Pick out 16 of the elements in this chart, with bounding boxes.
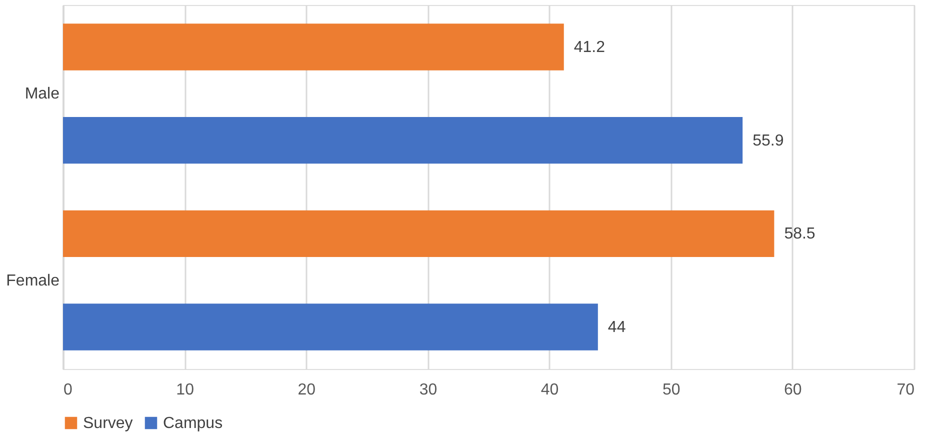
x-tick-label: 60 bbox=[784, 382, 802, 398]
legend-label: Campus bbox=[163, 415, 223, 432]
data-label: 55.9 bbox=[752, 132, 784, 150]
y-tick-label: Male bbox=[24, 86, 60, 103]
x-tick-label: 30 bbox=[419, 382, 438, 398]
data-label: 41.2 bbox=[574, 39, 606, 56]
x-tick-label: 0 bbox=[64, 382, 72, 398]
x-tick-label: 20 bbox=[298, 382, 316, 398]
x-tick-label: 70 bbox=[896, 382, 915, 398]
y-tick-label: Female bbox=[6, 272, 60, 290]
x-tick-label: 10 bbox=[176, 382, 194, 398]
data-label: 44 bbox=[608, 319, 626, 336]
data-label: 58.5 bbox=[784, 226, 816, 243]
x-tick-label: 40 bbox=[540, 382, 559, 398]
x-tick-label: 50 bbox=[662, 382, 680, 398]
legend-label: Survey bbox=[83, 415, 133, 432]
